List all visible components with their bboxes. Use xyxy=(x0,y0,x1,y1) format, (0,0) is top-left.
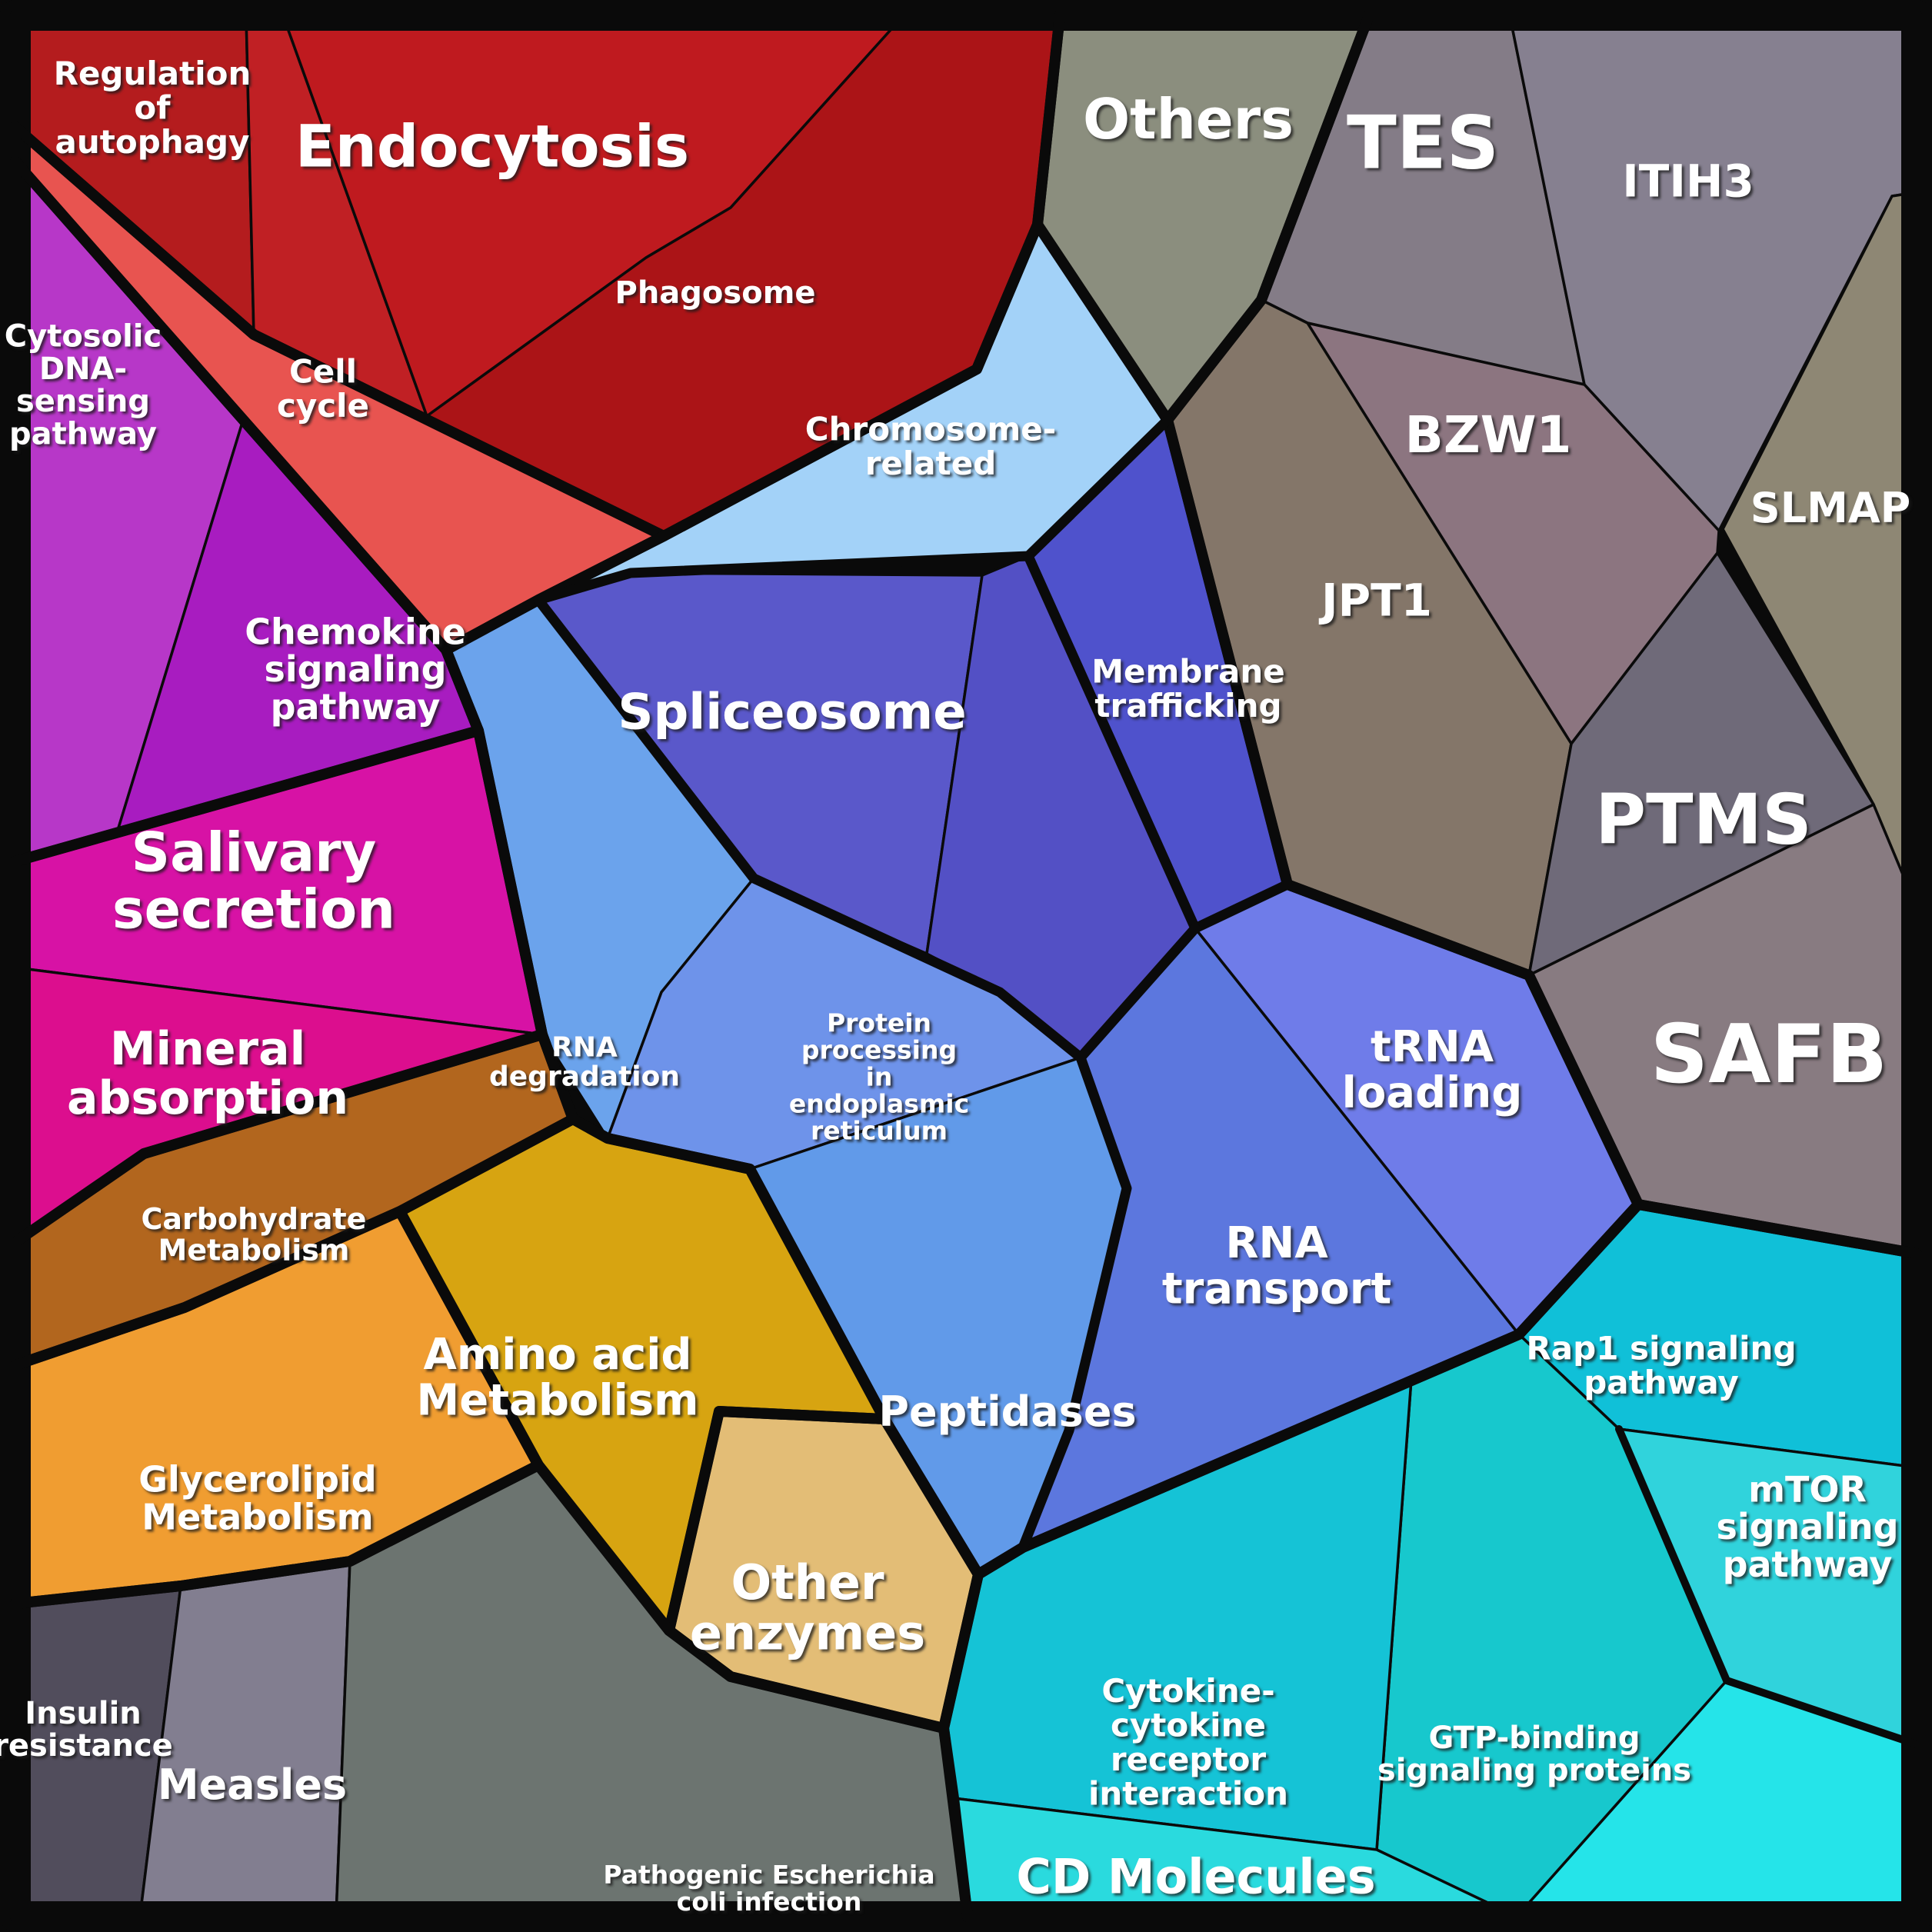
border-inner-chromosome xyxy=(533,415,1173,605)
border-group-cyan xyxy=(938,1199,1922,1922)
border-group-disease xyxy=(10,1460,973,1922)
border-inner-spliceosome xyxy=(533,595,1201,1063)
cells-layer xyxy=(14,14,1918,1918)
border-inner-cyan-diagonal xyxy=(1615,1425,1920,1748)
border-inner-peptidases-rnatransport xyxy=(1018,1052,1132,1553)
